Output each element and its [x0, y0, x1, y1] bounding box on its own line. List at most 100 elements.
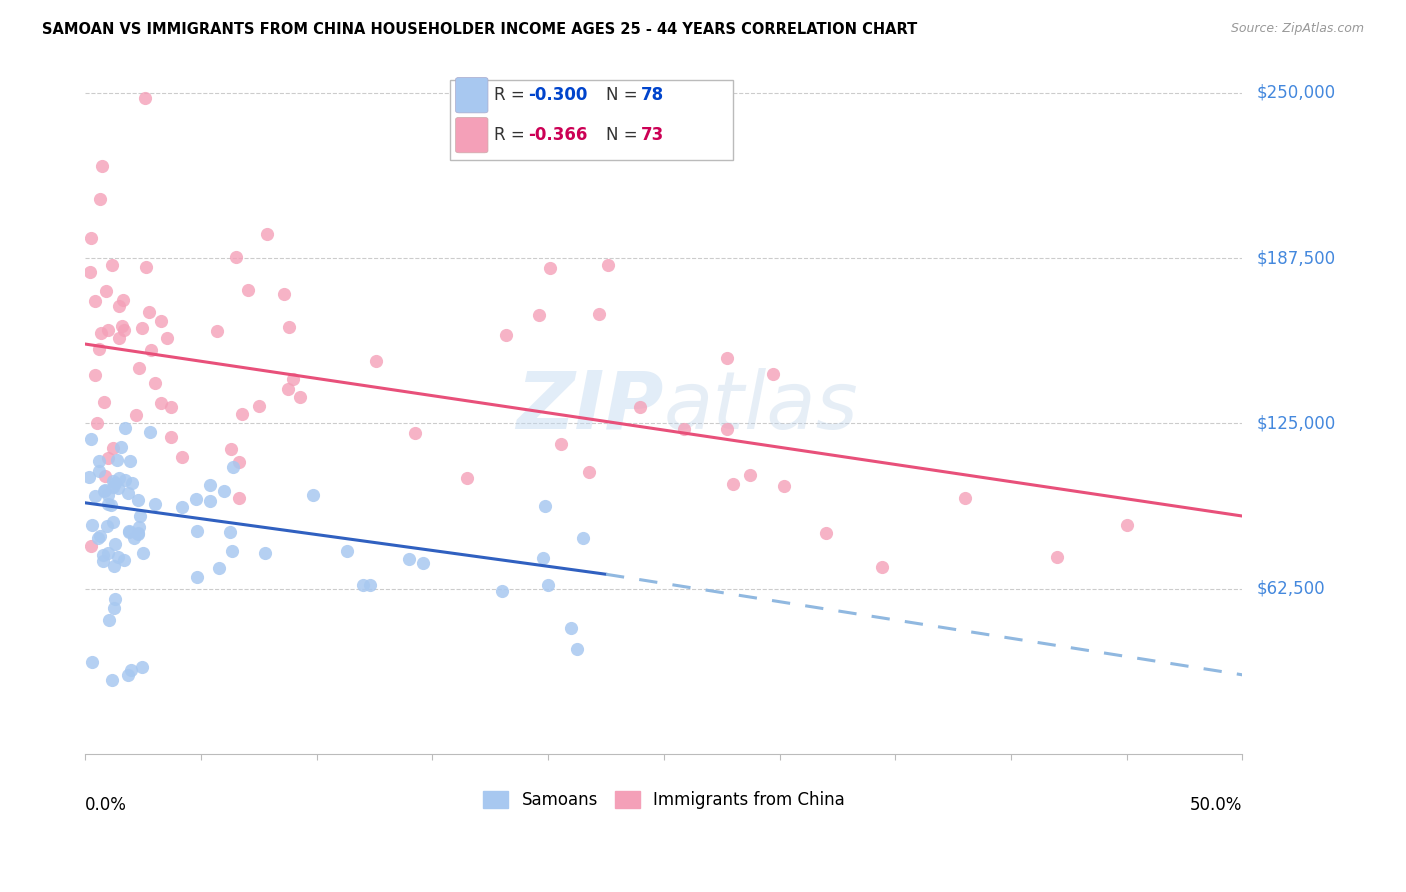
Point — [117, 668, 139, 682]
Point — [86, 416, 108, 430]
Point — [198, 494, 221, 508]
Point — [205, 324, 228, 338]
Point — [96, 518, 118, 533]
Point — [91, 554, 114, 568]
Point — [90, 326, 112, 340]
Text: 73: 73 — [641, 126, 664, 145]
Point — [132, 546, 155, 560]
Point — [111, 318, 134, 333]
Point — [160, 400, 183, 414]
Text: $62,500: $62,500 — [1257, 580, 1324, 598]
FancyBboxPatch shape — [450, 80, 734, 161]
Point — [531, 551, 554, 566]
Point — [101, 515, 124, 529]
Text: atlas: atlas — [664, 368, 859, 446]
Point — [219, 524, 242, 539]
Point — [120, 453, 142, 467]
Point — [94, 483, 117, 497]
Point — [97, 613, 120, 627]
Point — [135, 260, 157, 275]
Point — [100, 498, 122, 512]
Point — [104, 476, 127, 491]
Point — [578, 465, 600, 479]
Point — [97, 546, 120, 560]
Point — [104, 592, 127, 607]
Text: N =: N = — [606, 87, 643, 104]
Point — [491, 583, 513, 598]
Text: 0.0%: 0.0% — [86, 796, 127, 814]
Point — [198, 477, 221, 491]
Point — [716, 351, 738, 366]
Point — [212, 484, 235, 499]
Point — [150, 396, 173, 410]
Text: -0.366: -0.366 — [529, 126, 588, 145]
Point — [207, 560, 229, 574]
Point — [107, 482, 129, 496]
Point — [103, 558, 125, 573]
Point — [1115, 518, 1137, 533]
Point — [93, 395, 115, 409]
Point — [870, 559, 893, 574]
Point — [277, 319, 299, 334]
Point — [550, 437, 572, 451]
Point — [112, 553, 135, 567]
Point — [114, 420, 136, 434]
Point — [84, 368, 107, 382]
Point — [108, 331, 131, 345]
Point — [495, 328, 517, 343]
Point — [107, 549, 129, 564]
Point — [101, 442, 124, 456]
Point — [110, 441, 132, 455]
Point — [118, 524, 141, 538]
Point — [77, 469, 100, 483]
Point — [94, 284, 117, 298]
Point — [222, 460, 245, 475]
Point — [456, 471, 478, 485]
Point — [716, 422, 738, 436]
Point — [228, 455, 250, 469]
Point — [104, 536, 127, 550]
Point — [628, 401, 651, 415]
Point — [86, 531, 108, 545]
Point — [336, 543, 359, 558]
Point — [112, 293, 135, 308]
Point — [89, 192, 111, 206]
Point — [97, 450, 120, 465]
Point — [537, 578, 560, 592]
Point — [186, 524, 208, 538]
Point — [814, 525, 837, 540]
Point — [89, 529, 111, 543]
Text: 50.0%: 50.0% — [1189, 796, 1243, 814]
Text: N =: N = — [606, 126, 643, 145]
Point — [155, 331, 177, 345]
Point — [80, 231, 103, 245]
Point — [538, 260, 561, 275]
Point — [221, 543, 243, 558]
Point — [186, 570, 208, 584]
Point — [762, 367, 785, 381]
Text: -0.300: -0.300 — [529, 87, 588, 104]
Point — [105, 453, 128, 467]
Point — [129, 508, 152, 523]
Point — [560, 621, 582, 635]
Text: $125,000: $125,000 — [1257, 415, 1336, 433]
Point — [352, 578, 374, 592]
Point — [131, 660, 153, 674]
Point — [97, 323, 120, 337]
Point — [740, 468, 762, 483]
Point — [80, 432, 103, 446]
Point — [302, 488, 325, 502]
Point — [127, 525, 149, 540]
Point — [80, 655, 103, 669]
Point — [953, 491, 976, 506]
Point — [588, 307, 610, 321]
Point — [565, 642, 588, 657]
Point — [122, 532, 145, 546]
Point — [288, 390, 311, 404]
Point — [112, 323, 135, 337]
Point — [127, 527, 149, 541]
Text: SAMOAN VS IMMIGRANTS FROM CHINA HOUSEHOLDER INCOME AGES 25 - 44 YEARS CORRELATIO: SAMOAN VS IMMIGRANTS FROM CHINA HOUSEHOL… — [42, 22, 918, 37]
Text: R =: R = — [494, 87, 530, 104]
Legend: Samoans, Immigrants from China: Samoans, Immigrants from China — [477, 784, 851, 815]
Point — [125, 408, 148, 422]
